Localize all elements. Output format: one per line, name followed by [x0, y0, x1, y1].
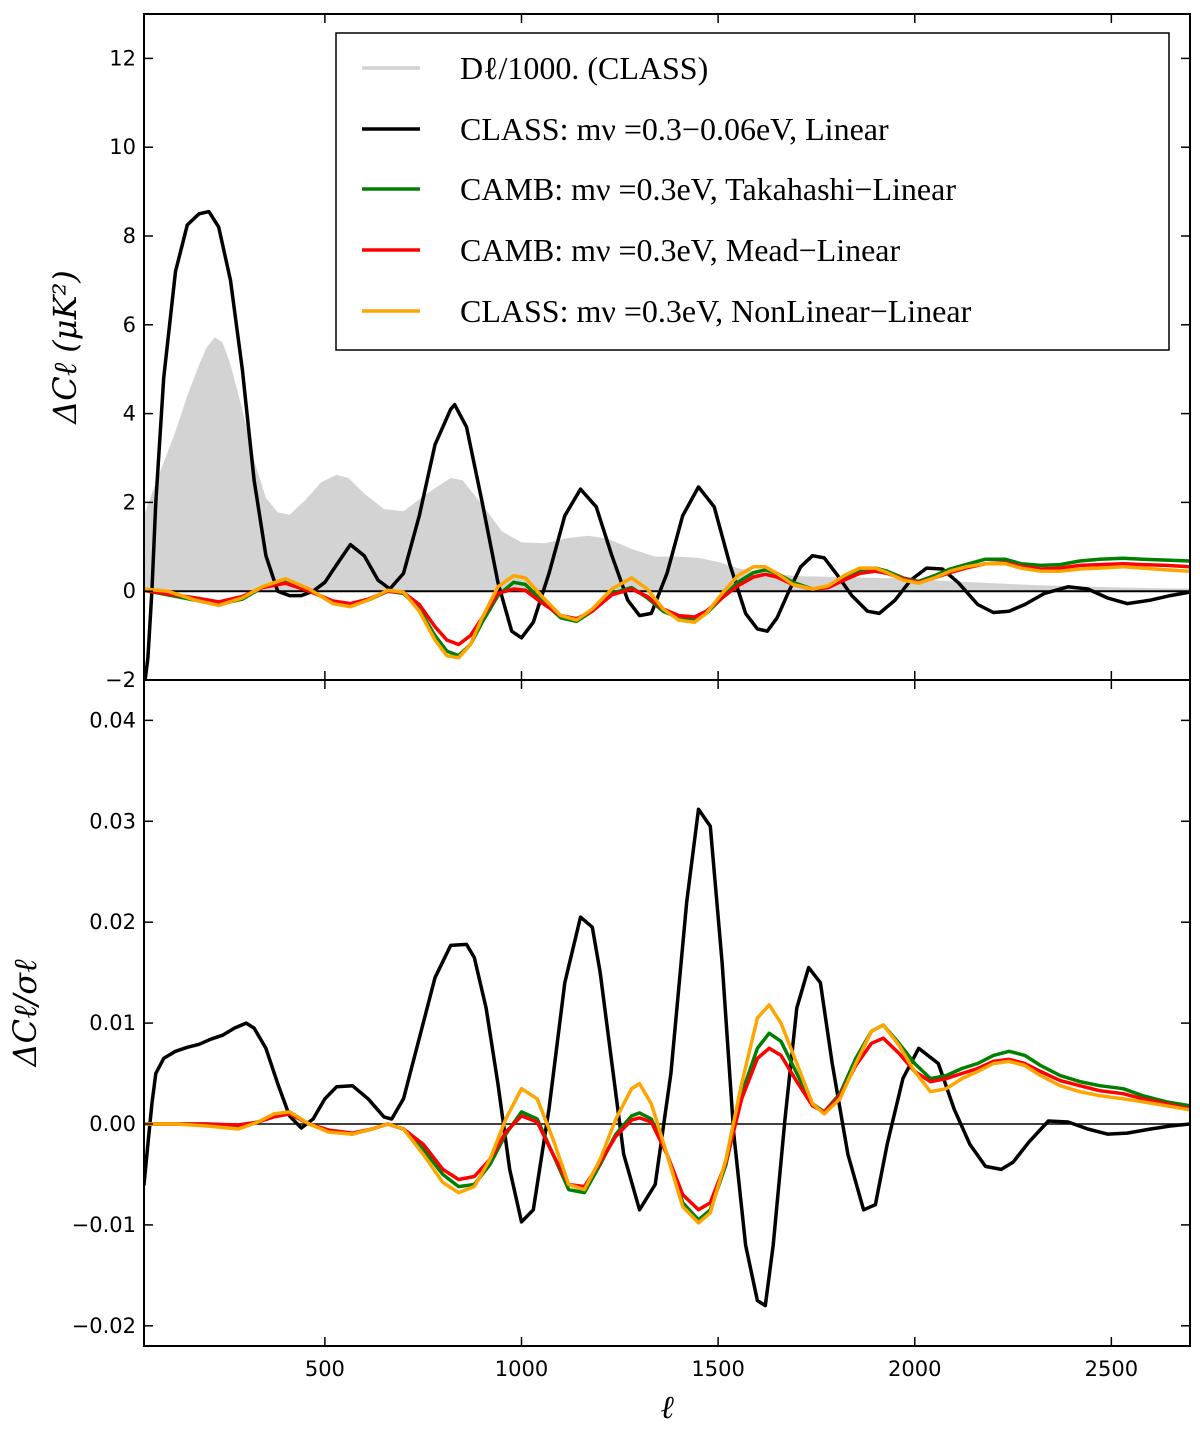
top-ytick-label: 2 — [123, 490, 136, 514]
x-axis-label: ℓ — [660, 1388, 674, 1426]
legend-label-class-linear: CLASS: mν =0.3−0.06eV, Linear — [460, 111, 889, 147]
bottom-y-axis-label: ΔCℓ/σℓ — [6, 959, 44, 1069]
bottom-ytick-label: 0.01 — [89, 1011, 136, 1035]
xtick-label: 2500 — [1085, 1357, 1138, 1381]
top-ytick-label: 10 — [109, 135, 136, 159]
legend-label-camb-takahashi: CAMB: mν =0.3eV, Takahashi−Linear — [460, 171, 956, 207]
legend-label-camb-mead: CAMB: mν =0.3eV, Mead−Linear — [460, 232, 900, 268]
legend-label-dl-class: Dℓ/1000. (CLASS) — [460, 50, 708, 86]
top-ytick-label: 12 — [109, 46, 136, 70]
legend: Dℓ/1000. (CLASS) CLASS: mν =0.3−0.06eV, … — [335, 32, 1170, 351]
bottom-series-camb-m-0-3ev-takahashi-linear — [144, 1023, 1190, 1222]
legend-box — [335, 32, 1170, 351]
top-ytick-label: −2 — [105, 668, 136, 692]
xtick-label: 2000 — [888, 1357, 941, 1381]
dl-class-area — [144, 337, 1190, 592]
bottom-series-class-m-0-3ev-nonlinear-linear — [144, 1003, 1190, 1225]
bottom-ytick-label: 0.02 — [89, 910, 136, 934]
top-ytick-label: 8 — [123, 224, 136, 248]
bottom-ytick-label: −0.01 — [72, 1213, 136, 1237]
bottom-ytick-label: 0.03 — [89, 809, 136, 833]
bottom-panel: −0.02 −0.01 0.00 0.01 0.02 0.03 0.04 500 1000 150… — [6, 679, 1191, 1426]
xtick-label: 1000 — [495, 1357, 548, 1381]
bottom-ytick-label: −0.02 — [72, 1314, 136, 1338]
bottom-ytick-label: 0.00 — [89, 1112, 136, 1136]
top-y-axis-label: ΔCℓ (μK²) — [46, 270, 84, 426]
top-panel: −2 0 2 4 6 8 10 12 ΔCℓ (μK²) Dℓ/1000. (CLASS) C… — [46, 13, 1191, 692]
xtick-label: 1500 — [691, 1357, 744, 1381]
top-ytick-label: 4 — [123, 402, 136, 426]
top-ytick-label: 6 — [123, 313, 136, 337]
top-ytick-label: 0 — [123, 579, 136, 603]
bottom-axes-frame — [143, 679, 1191, 1347]
bottom-series-class-m-0-3-0-06ev-linear — [144, 807, 1190, 1308]
xtick-label: 500 — [305, 1357, 345, 1381]
bottom-ytick-label: 0.04 — [89, 708, 136, 732]
top-series-class-m-0-3ev-nonlinear-linear — [144, 561, 1190, 660]
legend-label-class-nonlinear: CLASS: mν =0.3eV, NonLinear−Linear — [460, 293, 972, 329]
